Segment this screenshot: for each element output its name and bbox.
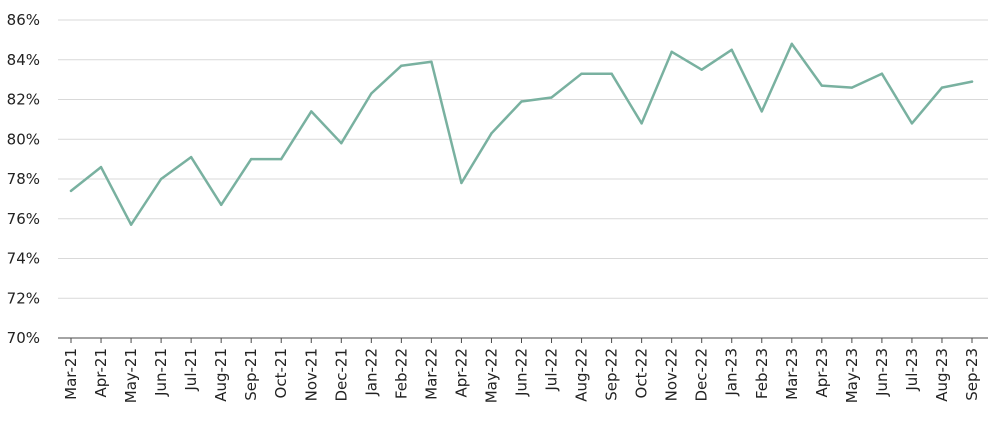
x-tick-label: May-23 [843,348,861,403]
x-tick-label: Aug-21 [212,348,230,402]
y-tick-label: 86% [7,11,40,29]
x-tick-label: Apr-21 [92,348,110,398]
y-tick-label: 80% [7,130,40,148]
x-tick-label: Aug-22 [573,348,591,402]
y-tick-label: 74% [7,250,40,268]
x-tick-label: Feb-22 [392,348,410,399]
data-point [280,157,283,161]
data-point [99,165,103,169]
y-tick-label: 84% [7,51,40,69]
x-axis-ticks: Mar-21 Apr-21 May-21 Jun-21 Jul-21 Aug-21 Sep-… [62,348,981,403]
x-tick-label: Jan-22 [362,348,380,397]
x-tick-label: May-22 [482,348,500,403]
data-point [910,122,914,125]
x-tick-label: Sep-21 [242,348,260,401]
data-point [790,42,793,46]
x-tick-label: Sep-22 [603,348,621,401]
data-point [129,223,133,226]
data-point [69,189,73,193]
x-tick-label: Apr-22 [452,348,470,398]
x-tick-label: Jul-22 [543,348,561,392]
y-axis-ticks: 70% 72% 74% 76% 78% 80% 82% 84% 86% [7,11,40,347]
data-point [760,110,763,113]
data-point [700,68,703,71]
x-tick-label: Jan-23 [723,348,741,397]
data-point [520,100,523,103]
data-point [430,60,433,63]
x-tick-label: May-21 [122,348,140,403]
x-tick-label: Dec-22 [693,348,711,402]
x-tick-label: Mar-22 [422,348,440,400]
x-tick-label: Feb-23 [753,348,771,399]
data-point [670,50,673,53]
data-point [880,72,884,75]
x-tick-label: Mar-23 [783,348,801,400]
data-point [400,64,403,67]
y-tick-label: 78% [7,170,40,188]
data-point [159,177,163,181]
series-layer [69,42,974,226]
gridlines [58,19,988,299]
x-tick-label: Nov-21 [302,348,320,401]
x-tick-label: Sep-23 [963,348,981,401]
x-tick-label: Aug-23 [933,348,951,402]
data-point [310,110,313,113]
data-point [640,122,643,125]
y-tick-label: 72% [7,289,40,307]
data-point [189,155,193,159]
data-point [370,92,373,95]
y-tick-label: 82% [7,91,40,109]
data-point [250,157,253,161]
x-tick-label: Mar-21 [62,348,80,400]
y-tick-label: 76% [7,210,40,228]
data-point [580,72,583,75]
x-tick-label: Dec-21 [332,348,350,402]
data-point [730,48,733,52]
y-tick-label: 70% [7,329,40,347]
x-tick-label: Jul-21 [182,348,200,392]
series-line [69,42,974,226]
data-point [340,142,343,145]
x-tick-label: Jun-23 [873,348,891,397]
x-tick-label: Oct-21 [272,348,290,398]
data-point [219,203,223,207]
x-axis [58,337,988,343]
data-point [610,72,613,75]
data-point [970,80,974,83]
data-point [550,96,553,99]
data-point [820,84,824,87]
data-point [850,86,854,89]
data-point [940,86,944,89]
x-tick-label: Oct-22 [633,348,651,398]
x-tick-label: Jun-21 [152,348,170,397]
x-tick-label: Apr-23 [813,348,831,398]
x-tick-label: Jun-22 [513,348,531,397]
data-point [460,181,463,185]
x-tick-label: Jul-23 [903,348,921,392]
data-point [490,132,493,135]
x-tick-label: Nov-22 [663,348,681,401]
